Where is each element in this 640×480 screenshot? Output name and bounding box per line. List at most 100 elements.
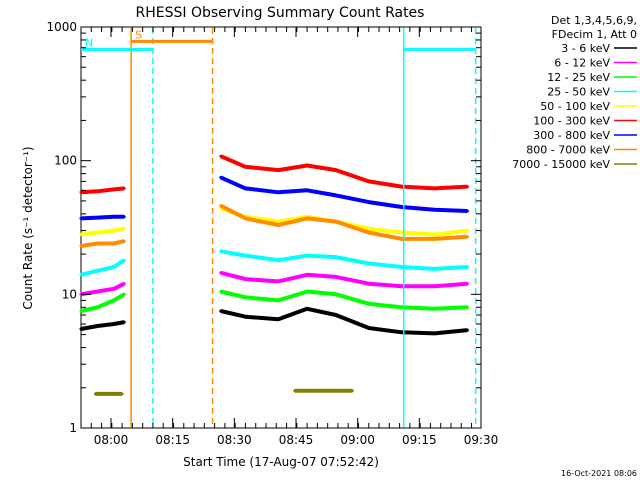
data-point	[79, 327, 83, 331]
data-point	[342, 389, 346, 393]
data-point	[243, 315, 247, 319]
data-point	[98, 392, 101, 396]
data-point	[122, 239, 126, 243]
data-point	[317, 389, 321, 393]
series-line	[80, 320, 125, 331]
data-point	[112, 298, 116, 302]
data-point	[112, 242, 116, 245]
data-point	[112, 215, 116, 219]
data-point	[465, 209, 469, 213]
data-point	[112, 287, 116, 291]
data-point	[243, 254, 247, 258]
data-point	[465, 305, 469, 309]
data-point	[219, 204, 223, 208]
y-axis-label: Count Rate (s⁻¹ detector⁻¹)	[21, 146, 35, 309]
data-point	[334, 168, 338, 172]
data-point	[276, 190, 280, 194]
data-point	[465, 282, 469, 286]
legend-entry-label: 25 - 50 keV	[547, 86, 610, 99]
data-point	[112, 265, 116, 269]
series-2	[79, 270, 469, 297]
data-point	[400, 284, 404, 288]
legend-entry-label: 12 - 25 keV	[547, 71, 610, 84]
legend-entry-label: 50 - 100 keV	[540, 100, 610, 113]
data-point	[367, 302, 371, 306]
data-point	[276, 168, 280, 172]
series-7	[79, 175, 469, 221]
y-tick-label: 10	[62, 287, 77, 301]
data-point	[465, 235, 469, 239]
data-point	[276, 220, 280, 224]
legend-entry-label: 300 - 800 keV	[533, 129, 610, 142]
data-point	[334, 292, 338, 296]
y-tick-label: 1000	[46, 20, 77, 34]
data-point	[367, 227, 371, 231]
legend: Det 1,3,4,5,6,9, FDecim 1, Att 0 3 - 6 k…	[512, 14, 637, 171]
data-point	[334, 193, 338, 197]
data-point	[219, 290, 223, 293]
series-9	[93, 388, 354, 396]
data-point	[305, 273, 309, 277]
data-point	[122, 282, 126, 286]
legend-header-line-2: FDecim 1, Att 0	[552, 28, 637, 41]
data-point	[367, 326, 371, 330]
data-point	[367, 282, 371, 286]
annotation-layer: SN	[81, 28, 477, 427]
data-point	[219, 271, 223, 275]
data-point	[400, 231, 404, 234]
data-point	[400, 330, 404, 334]
data-point	[433, 186, 436, 190]
data-point	[433, 208, 436, 212]
data-point	[116, 392, 120, 396]
data-point	[326, 389, 330, 393]
x-axis-label: Start Time (17-Aug-07 07:52:42)	[183, 455, 379, 469]
data-point	[95, 242, 99, 245]
legend-entry-label: 800 - 7000 keV	[526, 144, 610, 157]
data-point	[334, 275, 338, 279]
data-point	[334, 255, 338, 259]
plot-frame	[80, 26, 482, 429]
data-point	[122, 186, 126, 190]
data-point	[122, 258, 126, 262]
data-point	[243, 186, 247, 190]
data-point	[433, 307, 436, 311]
data-point	[120, 392, 124, 396]
data-point	[400, 205, 404, 209]
data-point	[433, 284, 436, 288]
data-point	[110, 392, 114, 396]
data-point	[79, 190, 83, 194]
data-point	[305, 290, 309, 293]
series-line	[80, 226, 125, 237]
data-point	[276, 298, 280, 302]
data-point	[293, 389, 297, 393]
data-point	[305, 254, 309, 258]
x-tick-label: 08:45	[279, 433, 314, 447]
series-6	[79, 154, 469, 195]
attenuator_state-label: S	[135, 28, 142, 41]
x-tick-label: 08:30	[217, 433, 252, 447]
render-timestamp: 16-Oct-2021 08:06	[561, 469, 637, 478]
data-point	[367, 200, 371, 204]
data-point	[95, 216, 99, 220]
series-line	[80, 239, 125, 248]
data-point	[95, 324, 99, 328]
data-point	[305, 188, 309, 192]
y-tick-label: 1	[69, 421, 77, 435]
data-point	[102, 392, 106, 396]
data-point	[219, 175, 223, 179]
y-axis: 1 10 100 1000	[46, 20, 481, 435]
data-point	[305, 216, 309, 220]
data-point	[122, 320, 126, 324]
data-point	[112, 322, 116, 326]
legend-entry-label: 7000 - 15000 keV	[512, 158, 610, 171]
x-axis: 08:00 08:15 08:30 08:45 09:00 09:15 09:30	[90, 27, 498, 447]
data-point	[276, 279, 280, 283]
data-point	[79, 216, 83, 220]
data-point	[95, 189, 99, 193]
data-point	[93, 392, 97, 396]
data-point	[79, 273, 83, 277]
data-point	[465, 265, 469, 269]
data-point	[433, 233, 436, 237]
